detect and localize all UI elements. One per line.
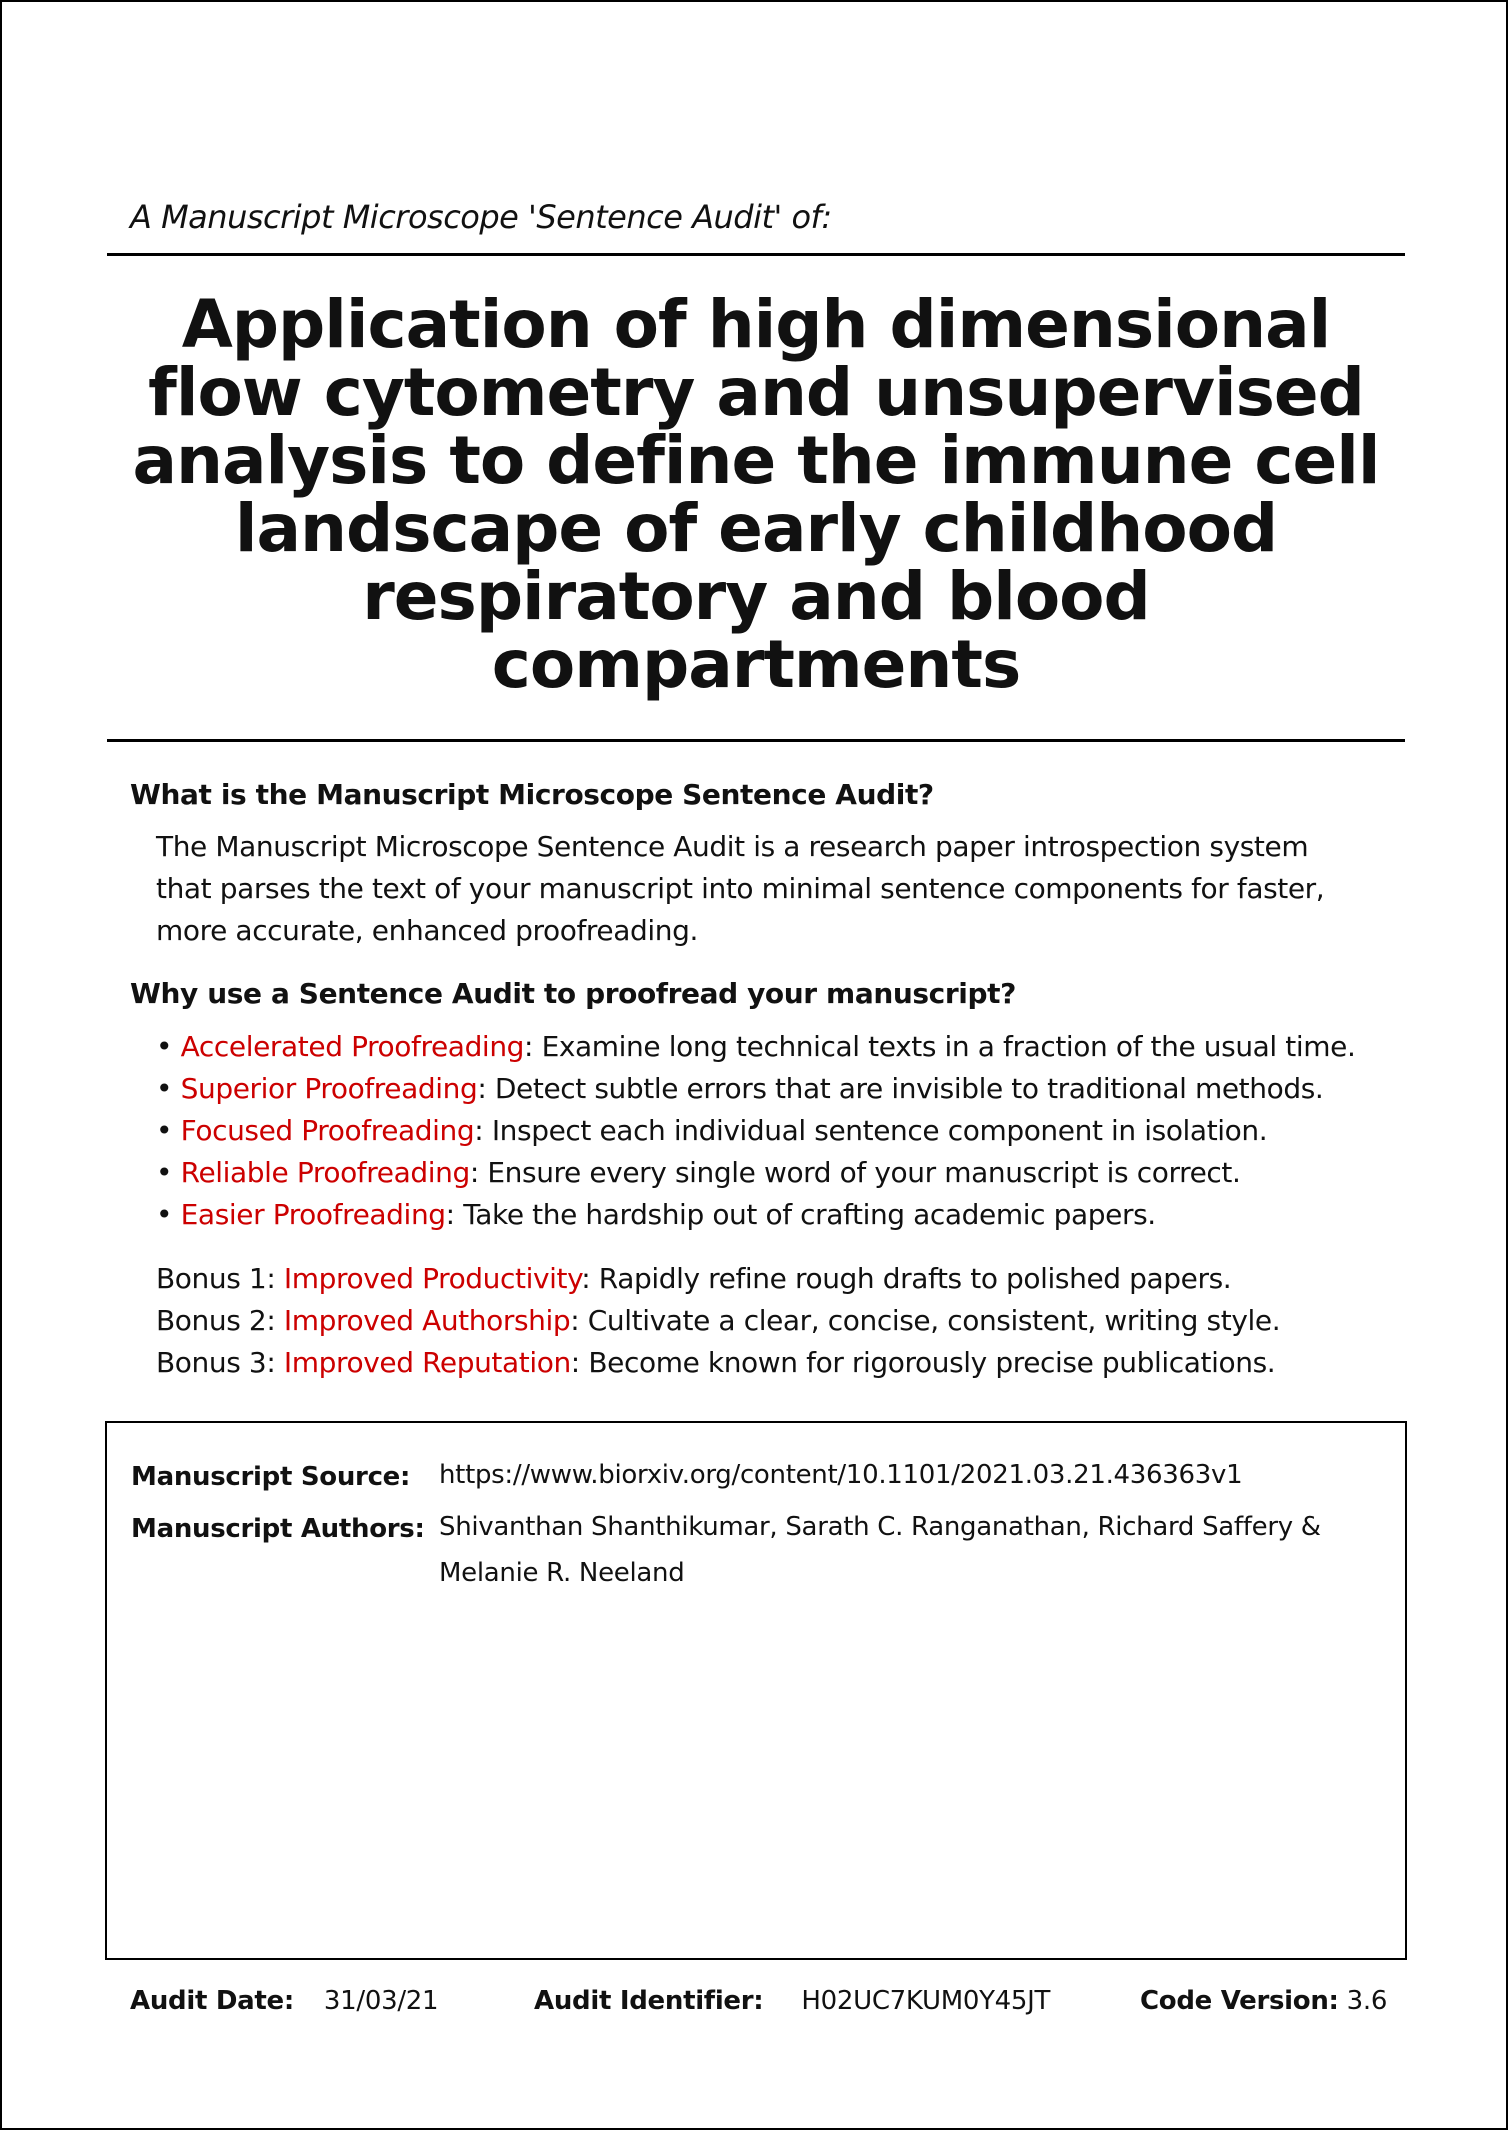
list-item: • Reliable Proofreading: Ensure every si… (156, 1152, 1355, 1194)
description-line: The Manuscript Microscope Sentence Audit… (156, 830, 1309, 863)
audit-date: Audit Date: 31/03/21 (130, 1986, 439, 2016)
authors-line: Shivanthan Shanthikumar, Sarath C. Ranga… (439, 1512, 1321, 1542)
bullet-glyph: • (156, 1114, 173, 1147)
bonus-list: Bonus 1: Improved Productivity: Rapidly … (156, 1258, 1281, 1384)
benefit-text: : Detect subtle errors that are invisibl… (477, 1072, 1324, 1105)
benefit-term: Accelerated Proofreading (180, 1030, 525, 1063)
bonus-item: Bonus 2: Improved Authorship: Cultivate … (156, 1300, 1281, 1342)
benefit-term: Easier Proofreading (180, 1198, 446, 1231)
manuscript-title: Application of high dimensional flow cyt… (122, 291, 1390, 699)
bullet-glyph: • (156, 1072, 173, 1105)
audit-identifier-value: H02UC7KUM0Y45JT (801, 1986, 1051, 2016)
authors-label: Manuscript Authors: (131, 1514, 425, 1544)
title-line: flow cytometry and unsupervised (148, 354, 1365, 431)
title-line: landscape of early childhood (234, 490, 1278, 567)
divider-bottom (107, 739, 1405, 742)
bullet-glyph: • (156, 1156, 173, 1189)
title-line: compartments (491, 626, 1021, 703)
section-heading-what: What is the Manuscript Microscope Senten… (130, 778, 934, 811)
divider-top (107, 253, 1405, 256)
source-url[interactable]: https://www.biorxiv.org/content/10.1101/… (439, 1460, 1243, 1490)
code-version: Code Version: 3.6 (1140, 1986, 1387, 2016)
description-paragraph: The Manuscript Microscope Sentence Audit… (156, 826, 1386, 952)
benefit-text: : Examine long technical texts in a frac… (524, 1030, 1356, 1063)
benefit-term: Focused Proofreading (180, 1114, 475, 1147)
page-kicker: A Manuscript Microscope 'Sentence Audit'… (130, 198, 832, 236)
bonus-text: : Cultivate a clear, concise, consistent… (570, 1304, 1281, 1337)
bonus-item: Bonus 1: Improved Productivity: Rapidly … (156, 1258, 1280, 1300)
benefit-list: • Accelerated Proofreading: Examine long… (156, 1026, 1356, 1236)
benefit-text: : Inspect each individual sentence compo… (474, 1114, 1268, 1147)
bullet-glyph: • (156, 1030, 173, 1063)
bullet-glyph: • (156, 1198, 173, 1231)
audit-date-label: Audit Date: (130, 1986, 294, 2016)
audit-identifier-label: Audit Identifier: (534, 1986, 764, 2016)
benefit-text: : Ensure every single word of your manus… (469, 1156, 1241, 1189)
bonus-item: Bonus 3: Improved Reputation: Become kno… (156, 1342, 1280, 1384)
bonus-text: : Rapidly refine rough drafts to polishe… (581, 1262, 1232, 1295)
manuscript-info-box: Manuscript Source: https://www.biorxiv.o… (105, 1421, 1407, 1960)
audit-identifier: Audit Identifier: H02UC7KUM0Y45JT (534, 1986, 1050, 2016)
list-item: • Accelerated Proofreading: Examine long… (156, 1026, 1356, 1068)
bonus-prefix: Bonus 2: (156, 1304, 284, 1337)
bonus-term: Improved Reputation (283, 1346, 571, 1379)
description-line: that parses the text of your manuscript … (156, 872, 1325, 905)
authors-value: Shivanthan Shanthikumar, Sarath C. Ranga… (439, 1504, 1339, 1596)
bonus-text: : Become known for rigorously precise pu… (570, 1346, 1276, 1379)
bonus-prefix: Bonus 1: (156, 1262, 284, 1295)
title-line: analysis to define the immune cell (132, 422, 1380, 499)
bonus-prefix: Bonus 3: (156, 1346, 284, 1379)
description-line: more accurate, enhanced proofreading. (156, 914, 698, 947)
benefit-term: Superior Proofreading (180, 1072, 478, 1105)
source-label: Manuscript Source: (131, 1462, 411, 1492)
bonus-term: Improved Productivity (283, 1262, 582, 1295)
title-line: Application of high dimensional (181, 286, 1332, 363)
title-line: respiratory and blood (362, 558, 1151, 635)
code-version-value: 3.6 (1346, 1986, 1388, 2016)
list-item: • Focused Proofreading: Inspect each ind… (156, 1110, 1355, 1152)
audit-date-value: 31/03/21 (323, 1986, 439, 2016)
code-version-label: Code Version: (1140, 1986, 1339, 2016)
benefit-text: : Take the hardship out of crafting acad… (445, 1198, 1156, 1231)
bonus-term: Improved Authorship (283, 1304, 571, 1337)
list-item: • Easier Proofreading: Take the hardship… (156, 1194, 1355, 1236)
list-item: • Superior Proofreading: Detect subtle e… (156, 1068, 1355, 1110)
benefit-term: Reliable Proofreading (180, 1156, 471, 1189)
authors-line: Melanie R. Neeland (439, 1558, 685, 1588)
section-heading-why: Why use a Sentence Audit to proofread yo… (130, 977, 1016, 1010)
